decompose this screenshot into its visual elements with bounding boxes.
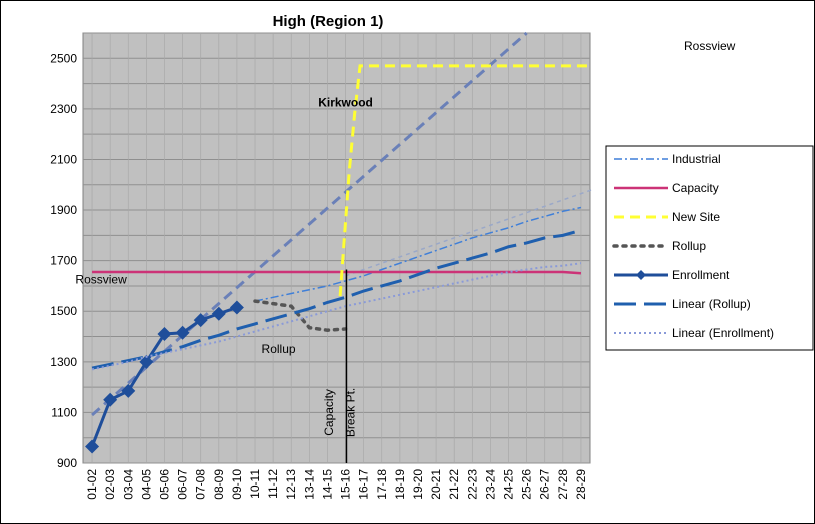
series-line-new-site xyxy=(338,64,592,297)
legend-label-industrial: Industrial xyxy=(672,152,721,166)
series-line-capacity xyxy=(92,270,582,275)
data-point-enrollment xyxy=(103,392,118,407)
annotation-capacity: Capacity xyxy=(322,389,336,436)
x-tick-label: 15-16 xyxy=(339,469,353,500)
x-tick-label: 28-29 xyxy=(574,469,588,500)
legend-label-linear-enrollment: Linear (Enrollment) xyxy=(672,326,774,340)
x-tick-label: 07-08 xyxy=(194,469,208,500)
annotation-rossview: Rossview xyxy=(75,272,127,286)
y-tick-label: 2300 xyxy=(50,102,77,116)
x-tick-label: 25-26 xyxy=(520,469,534,500)
y-axis: 900 1100 1300 1500 1700 1900 2100 2300 2500 xyxy=(50,51,77,470)
y-tick-label: 2500 xyxy=(50,51,77,65)
data-point-enrollment xyxy=(193,313,208,328)
data-point-enrollment xyxy=(157,327,172,341)
x-tick-label: 12-13 xyxy=(284,469,298,500)
legend-marker-enrollment xyxy=(636,270,646,280)
series-layer xyxy=(85,31,593,463)
x-tick-label: 03-04 xyxy=(121,469,135,500)
x-tick-label: 23-24 xyxy=(483,469,497,500)
x-tick-label: 09-10 xyxy=(230,469,244,500)
x-tick-label: 18-19 xyxy=(393,469,407,500)
series-line-linear-rollup xyxy=(91,228,582,370)
top-right-label: Rossview xyxy=(684,39,736,53)
y-tick-label: 2100 xyxy=(50,152,77,166)
x-tick-label: 27-28 xyxy=(556,469,570,500)
x-tick-label: 10-11 xyxy=(248,469,262,499)
y-tick-label: 900 xyxy=(57,456,77,470)
y-tick-label: 1900 xyxy=(50,203,77,217)
x-axis: 01-02 02-03 03-04 04-05 05-06 06-07 07-08 08-09… xyxy=(85,469,588,500)
legend: Industrial Capacity New Site Rollup Enrollme… xyxy=(605,145,814,351)
x-tick-label: 13-14 xyxy=(302,469,316,500)
series-line-industrial xyxy=(254,206,582,302)
y-tick-label: 1100 xyxy=(51,405,77,419)
data-point-enrollment xyxy=(229,300,244,315)
x-tick-label: 02-03 xyxy=(103,469,117,500)
y-tick-label: 1500 xyxy=(50,304,77,318)
x-tick-label: 19-20 xyxy=(411,469,425,500)
chart-title: High (Region 1) xyxy=(273,13,384,30)
annotation-break-pt: Break Pt. xyxy=(344,388,358,437)
annotations: Kirkwood Rossview Rollup Capacity Break Pt. xyxy=(75,95,372,437)
legend-label-linear-rollup: Linear (Rollup) xyxy=(672,297,751,311)
y-tick-label: 1300 xyxy=(50,355,77,369)
x-tick-label: 14-15 xyxy=(320,469,334,500)
data-point-enrollment xyxy=(211,306,226,321)
x-tick-label: 06-07 xyxy=(176,469,190,500)
trend-line xyxy=(345,189,593,277)
x-tick-label: 16-17 xyxy=(357,469,371,500)
data-point-enrollment xyxy=(121,383,136,398)
x-tick-label: 21-22 xyxy=(447,469,461,500)
annotation-kirkwood: Kirkwood xyxy=(318,95,373,109)
legend-label-rollup: Rollup xyxy=(672,239,706,253)
x-tick-label: 01-02 xyxy=(85,469,99,500)
x-tick-label: 05-06 xyxy=(157,469,171,500)
x-tick-label: 11-12 xyxy=(266,469,280,499)
legend-label-enrollment: Enrollment xyxy=(672,268,730,282)
x-tick-label: 20-21 xyxy=(429,469,443,500)
annotation-rollup: Rollup xyxy=(262,342,296,356)
data-point-enrollment xyxy=(85,439,100,454)
y-tick-label: 1700 xyxy=(50,254,77,268)
x-tick-label: 04-05 xyxy=(139,469,153,500)
x-tick-label: 22-23 xyxy=(465,469,479,500)
x-tick-label: 24-25 xyxy=(502,469,516,500)
data-point-enrollment xyxy=(175,325,190,340)
legend-label-new-site: New Site xyxy=(672,210,720,224)
x-tick-label: 17-18 xyxy=(375,469,389,500)
x-tick-label: 08-09 xyxy=(212,469,226,500)
x-tick-label: 26-27 xyxy=(538,469,552,500)
legend-label-capacity: Capacity xyxy=(672,181,719,195)
legend-box xyxy=(605,145,814,351)
